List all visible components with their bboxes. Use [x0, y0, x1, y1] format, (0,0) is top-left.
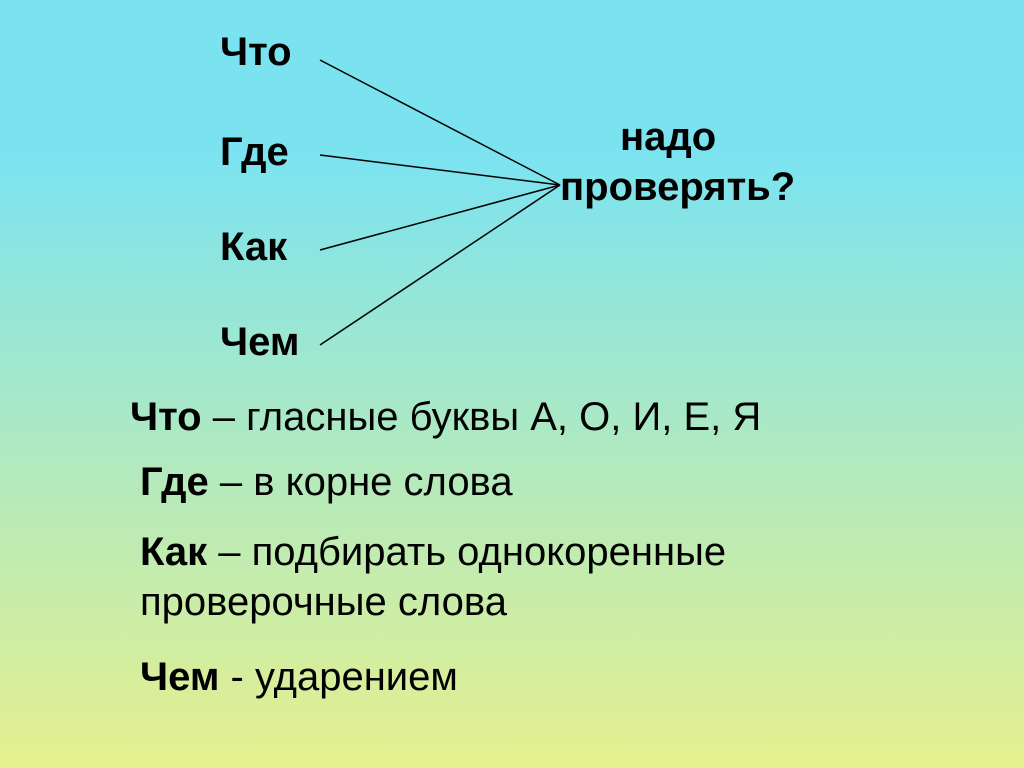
answer-line-3: проверочные слова	[140, 580, 507, 625]
connector-line-3	[320, 185, 560, 345]
answer-line-0: Что – гласные буквы А, О, И, Е, Я	[130, 395, 761, 440]
answer-line-1: Где – в корне слова	[140, 460, 513, 505]
connector-line-2	[320, 185, 560, 250]
question-word-0: Что	[220, 30, 292, 75]
question-word-3: Чем	[220, 320, 299, 365]
connector-line-1	[320, 155, 560, 185]
answer-line-2: Как – подбирать однокоренные	[140, 530, 726, 575]
connector-lines	[0, 0, 1024, 768]
question-word-2: Как	[220, 225, 287, 270]
question-word-1: Где	[220, 130, 289, 175]
target-line-1: надо	[620, 115, 716, 160]
slide: Что Где Как Чем надо проверять? Что – гласные …	[0, 0, 1024, 768]
target-line-2: проверять?	[560, 165, 795, 210]
answer-line-4: Чем - ударением	[140, 655, 458, 700]
connector-line-0	[320, 60, 560, 185]
